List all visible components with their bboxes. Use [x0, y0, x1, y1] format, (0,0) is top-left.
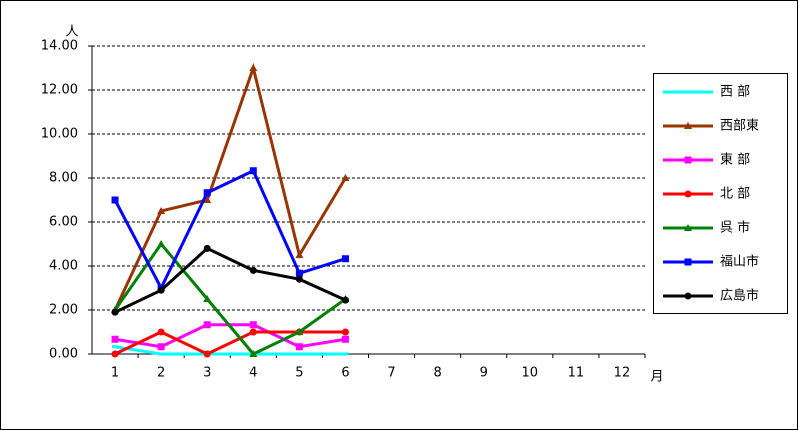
- x-tick-label: 12: [614, 366, 631, 381]
- data-point: [203, 321, 211, 329]
- x-tick-label: 11: [568, 366, 585, 381]
- series-line: [113, 241, 347, 356]
- x-axis-label: 月: [650, 370, 663, 385]
- y-tick-label: 10.00: [41, 127, 78, 142]
- data-point: [249, 266, 257, 274]
- x-tick-label: 5: [295, 366, 303, 381]
- data-point: [203, 295, 212, 302]
- series-line: [114, 345, 346, 356]
- x-tick-label: 6: [341, 366, 349, 381]
- data-point: [157, 240, 166, 247]
- y-tick-label: 12.00: [41, 83, 78, 98]
- data-point: [203, 244, 211, 252]
- data-point: [157, 343, 165, 351]
- x-tick-label: 9: [480, 366, 488, 381]
- legend-marker: [684, 122, 692, 129]
- data-point: [111, 350, 119, 358]
- series-line: [113, 62, 347, 311]
- data-point: [296, 352, 303, 356]
- series-line: [114, 246, 347, 314]
- legend-marker: [684, 156, 692, 164]
- data-point: [295, 328, 304, 335]
- y-tick-label: 6.00: [49, 215, 78, 230]
- legend-label: 呉 市: [720, 220, 750, 236]
- data-point: [111, 196, 119, 204]
- legend-label: 広島市: [720, 288, 759, 304]
- legend-label: 北 部: [720, 187, 750, 202]
- data-point: [112, 345, 119, 349]
- y-tick-label: 14.00: [41, 39, 78, 54]
- x-tick-label: 2: [157, 366, 165, 381]
- x-tick-label: 4: [249, 366, 257, 381]
- legend-label: 西 部: [720, 85, 750, 100]
- x-tick-label: 10: [522, 366, 539, 381]
- data-point: [249, 64, 258, 71]
- legend-marker: [684, 190, 692, 198]
- series-line: [113, 168, 346, 292]
- data-point: [295, 251, 304, 258]
- series-line: [114, 330, 346, 356]
- y-axis-label: 人: [65, 25, 78, 40]
- data-point: [341, 296, 349, 304]
- data-point: [249, 350, 258, 357]
- legend-label: 西部東: [720, 118, 759, 134]
- data-point: [295, 275, 303, 283]
- data-point: [157, 328, 165, 336]
- data-point: [341, 174, 350, 181]
- legend-marker: [684, 258, 692, 266]
- data-point: [111, 335, 119, 343]
- data-point: [249, 167, 257, 175]
- data-point: [158, 352, 165, 356]
- data-point: [203, 350, 211, 358]
- data-point: [249, 321, 257, 329]
- x-tick-label: 7: [387, 366, 395, 381]
- x-tick-label: 3: [203, 366, 211, 381]
- data-point: [341, 335, 349, 343]
- data-point: [342, 352, 349, 356]
- legend-label: 福山市: [720, 254, 759, 270]
- data-point: [249, 328, 257, 336]
- data-point: [203, 189, 211, 197]
- legend-marker: [684, 292, 692, 300]
- data-point: [341, 328, 349, 336]
- data-point: [157, 207, 166, 214]
- data-point: [341, 255, 349, 263]
- y-tick-label: 4.00: [49, 259, 78, 274]
- x-tick-label: 8: [433, 366, 441, 381]
- y-tick-label: 8.00: [49, 171, 78, 186]
- x-tick-label: 1: [111, 366, 119, 381]
- data-point: [203, 196, 212, 203]
- data-point: [295, 343, 303, 351]
- data-point: [295, 269, 303, 277]
- legend-marker: [685, 90, 691, 94]
- legend-label: 東 部: [720, 152, 750, 168]
- data-point: [157, 286, 165, 294]
- data-point: [111, 308, 119, 316]
- y-tick-label: 2.00: [49, 303, 78, 318]
- legend-marker: [684, 224, 692, 231]
- y-tick-label: 0.00: [49, 347, 78, 362]
